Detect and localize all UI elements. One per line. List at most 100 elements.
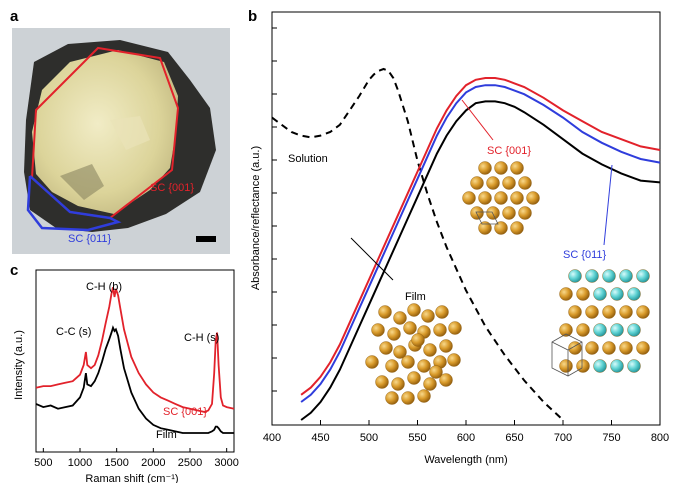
sc011-packing-illustration	[551, 269, 650, 377]
molecule-ball	[636, 269, 650, 283]
chart-c-x-tick-label: 3000	[214, 457, 238, 469]
molecule-ball	[407, 371, 421, 385]
molecule-ball	[494, 221, 508, 235]
molecule-ball	[502, 176, 516, 190]
molecule-ball	[602, 305, 616, 319]
molecule-ball	[593, 359, 607, 373]
chart-c-y-label: Intensity (a.u.)	[13, 330, 25, 400]
molecule-ball	[401, 391, 415, 405]
raman-chart: 500 1000 1500 2000 2500 3000 Raman shift (cm⁻…	[13, 269, 239, 483]
annotation-cc-stretch: C-C (s)	[56, 326, 91, 338]
annotation-ch-stretch: C-H (s)	[184, 332, 219, 344]
molecule-ball	[585, 269, 599, 283]
molecule-ball	[510, 161, 524, 175]
series-sc-001-raman-line	[35, 286, 235, 413]
annotation-c-sc001: SC {001}	[163, 406, 207, 418]
molecule-ball	[510, 191, 524, 205]
molecule-ball	[526, 191, 540, 205]
molecule-ball	[602, 269, 616, 283]
molecule-ball	[393, 345, 407, 359]
molecule-ball	[576, 359, 590, 373]
chart-b-x-tick-label: 600	[457, 432, 475, 444]
molecule-ball	[593, 323, 607, 337]
molecule-ball	[576, 323, 590, 337]
molecule-ball	[610, 323, 624, 337]
chart-b-x-ticks: 400 450 500 550 600 650 700 750 800	[263, 420, 669, 444]
molecule-ball	[385, 359, 399, 373]
sc011-outline	[26, 175, 122, 232]
annotation-film: Film	[405, 291, 426, 303]
molecule-ball	[365, 355, 379, 369]
molecule-ball	[435, 305, 449, 319]
chart-c-x-tick-label: 2500	[178, 457, 202, 469]
scale-bar	[196, 236, 216, 242]
molecule-ball	[486, 176, 500, 190]
molecule-ball	[627, 359, 641, 373]
annotation-c-film: Film	[156, 429, 177, 441]
molecule-ball	[375, 375, 389, 389]
molecule-ball	[619, 341, 633, 355]
chart-b-x-label: Wavelength (nm)	[424, 454, 507, 466]
film-disordered-packing-illustration	[365, 303, 462, 405]
molecule-ball	[510, 221, 524, 235]
molecule-ball	[379, 341, 393, 355]
chart-c-x-tick-label: 500	[34, 457, 52, 469]
chart-b-x-tick-label: 700	[554, 432, 572, 444]
molecule-ball	[421, 309, 435, 323]
molecule-ball	[401, 355, 415, 369]
molecule-ball	[559, 359, 573, 373]
molecule-ball	[502, 206, 516, 220]
molecule-ball	[378, 305, 392, 319]
molecule-ball	[393, 311, 407, 325]
molecule-ball	[568, 305, 582, 319]
series-film-line	[300, 100, 661, 421]
chart-b-x-tick-label: 800	[651, 432, 669, 444]
absorbance-chart: 400 450 500 550 600 650 700 750 800 Wavelength (…	[250, 11, 669, 466]
molecule-ball	[518, 176, 532, 190]
chart-b-series	[271, 67, 661, 421]
chart-b-x-tick-label: 650	[505, 432, 523, 444]
molecule-ball	[371, 323, 385, 337]
chart-b-x-tick-label: 500	[360, 432, 378, 444]
crystal-shade	[60, 164, 104, 200]
molecule-ball	[470, 176, 484, 190]
molecule-ball	[387, 327, 401, 341]
sc011-photo-label: SC {011}	[68, 233, 112, 245]
molecule-ball	[439, 339, 453, 353]
molecule-ball	[568, 269, 582, 283]
molecule-ball	[585, 341, 599, 355]
sc001-leader-line	[461, 99, 494, 141]
annotation-solution: Solution	[288, 153, 328, 165]
molecule-ball	[423, 343, 437, 357]
molecule-ball	[403, 321, 417, 335]
molecule-ball	[636, 305, 650, 319]
chart-b-y-label: Absorbance/reflectance (a.u.)	[250, 146, 262, 290]
chart-c-x-tick-label: 1500	[104, 457, 128, 469]
chart-b-x-tick-label: 450	[311, 432, 329, 444]
sc001-hexagonal-packing-illustration	[462, 161, 540, 235]
molecule-ball	[470, 206, 484, 220]
molecule-ball	[610, 359, 624, 373]
molecule-ball	[619, 305, 633, 319]
chart-b-x-tick-label: 750	[602, 432, 620, 444]
molecule-ball	[585, 305, 599, 319]
molecule-ball	[559, 287, 573, 301]
molecule-ball	[602, 341, 616, 355]
chart-c-x-ticks: 500 1000 1500 2000 2500 3000	[34, 448, 239, 469]
crystal-photo: SC {001} SC {011}	[12, 28, 230, 254]
film-leader-line	[350, 237, 394, 281]
panel-label-b: b	[248, 8, 258, 25]
annotation-sc001: SC {001}	[487, 145, 531, 157]
molecule-ball	[407, 303, 421, 317]
annotation-ch-bend: C-H (b)	[86, 281, 122, 293]
chart-c-series	[35, 286, 235, 434]
molecule-ball	[433, 323, 447, 337]
molecule-ball	[593, 287, 607, 301]
annotation-sc011: SC {011}	[563, 249, 607, 261]
series-solution-line	[271, 67, 564, 421]
molecule-ball	[627, 287, 641, 301]
molecule-ball	[417, 389, 431, 403]
molecule-ball	[391, 377, 405, 391]
sc001-photo-label: SC {001}	[150, 182, 194, 194]
